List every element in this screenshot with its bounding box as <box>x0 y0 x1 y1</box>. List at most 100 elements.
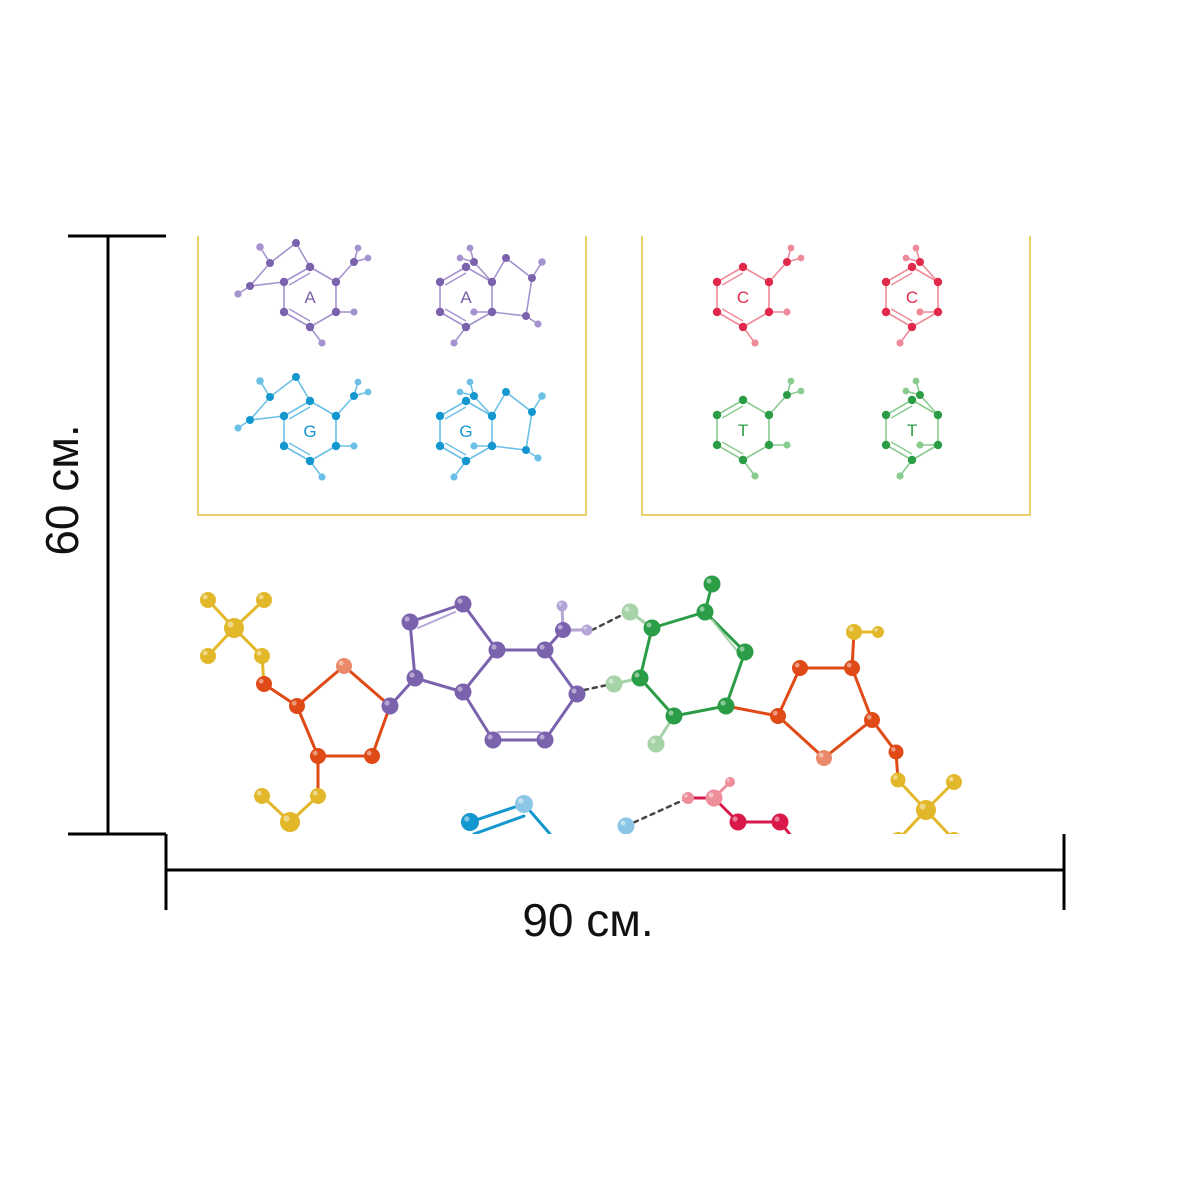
atom <box>933 277 943 287</box>
atom <box>521 446 530 454</box>
bond <box>768 261 788 283</box>
bond <box>543 648 579 696</box>
atom <box>892 832 904 834</box>
atom-highlight <box>818 752 824 758</box>
atom <box>736 643 754 661</box>
atom <box>907 322 917 332</box>
bond <box>672 704 728 718</box>
bond <box>911 266 939 283</box>
atom <box>527 274 536 282</box>
bond <box>776 714 826 760</box>
atom <box>234 424 242 432</box>
atom-highlight <box>312 790 318 796</box>
atom <box>946 774 962 790</box>
atom <box>200 648 216 664</box>
adenine-structure: A <box>435 244 546 347</box>
atom <box>764 307 774 317</box>
atom <box>948 832 960 834</box>
atom <box>643 619 661 637</box>
bond <box>465 445 493 462</box>
hydrogen-bond <box>590 612 626 632</box>
atom <box>725 777 735 787</box>
dimension-markers <box>68 234 1066 910</box>
atom-highlight <box>409 672 415 678</box>
bond <box>439 311 467 328</box>
atom <box>534 454 542 462</box>
bond <box>417 611 456 629</box>
bond <box>911 311 939 328</box>
bond <box>768 394 788 416</box>
guanine-structure: G <box>234 373 372 481</box>
atom <box>279 411 289 421</box>
atom-highlight <box>708 792 714 798</box>
atom <box>738 395 748 405</box>
atom-highlight <box>919 803 926 810</box>
atom <box>764 440 774 450</box>
atom <box>246 416 255 424</box>
atom-highlight <box>464 816 470 822</box>
atom <box>318 473 326 481</box>
atom <box>401 613 419 631</box>
atom-highlight <box>706 578 712 584</box>
bond <box>525 411 533 451</box>
atom-highlight <box>539 734 545 740</box>
atom <box>933 307 943 317</box>
atom <box>279 277 289 287</box>
atom-highlight <box>571 688 577 694</box>
atom-highlight <box>893 835 898 840</box>
bond <box>911 444 939 461</box>
atom <box>751 472 759 480</box>
atom <box>538 258 546 266</box>
atom <box>915 258 924 266</box>
atom <box>647 735 665 753</box>
atom-highlight <box>646 622 652 628</box>
atom <box>631 669 649 687</box>
atom <box>916 800 936 820</box>
atom <box>487 441 497 451</box>
bond <box>439 445 467 462</box>
atom <box>364 254 372 262</box>
atom <box>555 622 571 638</box>
base-letter: G <box>303 422 316 441</box>
bond <box>703 610 747 654</box>
panel-frame <box>641 236 1031 516</box>
bond <box>472 814 526 834</box>
bond <box>716 311 744 328</box>
atom <box>487 307 497 317</box>
bond <box>408 620 417 680</box>
atom <box>916 308 924 316</box>
double-bond <box>721 441 744 455</box>
atom <box>292 239 300 247</box>
atom <box>279 441 289 451</box>
bond <box>283 445 311 462</box>
atom-highlight <box>312 750 318 756</box>
double-bond <box>890 308 913 322</box>
atom-highlight <box>384 700 390 706</box>
bond <box>885 266 913 283</box>
atom-highlight <box>557 624 563 630</box>
atom <box>454 683 472 701</box>
atom <box>682 792 694 804</box>
hydrogen-bond <box>624 796 690 828</box>
bond <box>283 400 311 417</box>
atom <box>738 322 748 332</box>
atom <box>782 391 791 399</box>
atom <box>916 441 924 449</box>
bond <box>295 376 311 402</box>
double-bond <box>721 308 744 322</box>
atom <box>896 472 904 480</box>
atom <box>461 813 479 831</box>
atom <box>933 440 943 450</box>
atom <box>461 322 471 332</box>
atom <box>364 388 372 396</box>
base-letter: C <box>737 288 749 307</box>
atom <box>581 624 593 636</box>
atom-highlight <box>256 650 262 656</box>
bond <box>309 311 337 328</box>
bond <box>919 394 939 416</box>
atom-highlight <box>866 714 872 720</box>
atom <box>888 744 904 760</box>
atom <box>568 685 586 703</box>
atom-highlight <box>291 700 297 706</box>
